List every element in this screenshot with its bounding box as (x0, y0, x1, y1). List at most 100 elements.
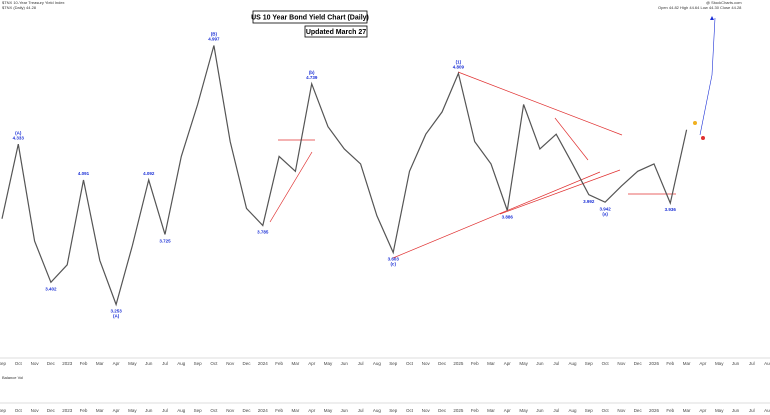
x-tick-label: Jun (341, 408, 349, 413)
x-tick-label: Nov (226, 408, 235, 413)
x-tick-label: 2023 (62, 408, 73, 413)
x-tick-label: Dec (634, 408, 643, 413)
x-tick-label: May (324, 361, 333, 366)
wave-label: (1) (456, 60, 462, 65)
chart-title: US 10 Year Bond Yield Chart (Daily) (251, 14, 369, 21)
x-tick-label: Aug (764, 408, 770, 413)
x-tick-label: Oct (406, 361, 414, 366)
value-label: 3.603 (388, 257, 400, 262)
x-tick-label: Mar (292, 408, 300, 413)
x-tick-label: Jul (749, 361, 755, 366)
x-tick-label: Dec (438, 361, 447, 366)
value-label: 3.785 (257, 230, 269, 235)
x-tick-label: Apr (113, 408, 121, 413)
x-tick-label: Aug (373, 361, 382, 366)
target-marker (701, 136, 705, 140)
x-tick-label: Jun (536, 408, 544, 413)
x-tick-label: May (128, 361, 137, 366)
wave-label: (A) (113, 314, 120, 319)
x-tick-label: Oct (15, 361, 23, 366)
x-tick-label: Sep (194, 408, 203, 413)
x-tick-label: Jun (536, 361, 544, 366)
x-tick-label: Apr (308, 408, 316, 413)
value-label: 4.739 (306, 75, 318, 80)
x-tick-label: Aug (568, 408, 577, 413)
x-tick-label: Feb (275, 408, 283, 413)
x-tick-label: Nov (422, 361, 431, 366)
x-tick-label: Jun (145, 408, 153, 413)
x-tick-label: May (128, 408, 137, 413)
x-tick-label: Apr (504, 361, 512, 366)
value-label: 4.091 (78, 171, 90, 176)
x-tick-label: 2025 (453, 408, 464, 413)
x-tick-label: Nov (31, 361, 40, 366)
x-tick-label: Jul (749, 408, 755, 413)
x-tick-label: Nov (617, 408, 626, 413)
x-tick-label: Sep (585, 408, 594, 413)
watermark: @ StockCharts.com (706, 0, 742, 5)
title-box (252, 10, 368, 24)
wave-label: (B) (211, 32, 218, 37)
subtitle-box (304, 25, 368, 38)
x-tick-label: Mar (487, 408, 495, 413)
x-tick-label: Feb (471, 361, 479, 366)
x-tick-label: 2024 (258, 408, 269, 413)
header: Open 44.82 High 44.64 Low 44.30 Close 44… (658, 5, 742, 10)
x-tick-label: Feb (80, 408, 88, 413)
x-tick-label: Jul (358, 408, 364, 413)
x-tick-label: Feb (666, 361, 674, 366)
header: $TNX 10-Year Treasury Yield Index (2, 0, 65, 5)
x-tick-label: Feb (471, 408, 479, 413)
x-tick-label: Mar (683, 361, 691, 366)
chart-subtitle: Updated March 27 (306, 29, 366, 36)
x-tick-label: Oct (602, 408, 610, 413)
x-tick-label: Sep (194, 361, 203, 366)
x-tick-label: Dec (438, 408, 447, 413)
x-tick-label: Apr (113, 361, 121, 366)
x-tick-label: Oct (406, 408, 414, 413)
x-tick-label: May (715, 361, 724, 366)
x-tick-label: Feb (80, 361, 88, 366)
x-tick-label: Nov (226, 361, 235, 366)
x-tick-label: Jun (732, 361, 740, 366)
x-tick-label: Jul (553, 408, 559, 413)
x-tick-label: Mar (96, 408, 104, 413)
x-tick-label: May (519, 361, 528, 366)
x-tick-label: Sep (585, 361, 594, 366)
x-tick-label: Apr (504, 408, 512, 413)
x-tick-label: Oct (210, 361, 218, 366)
x-tick-label: Jul (162, 408, 168, 413)
x-tick-label: May (519, 408, 528, 413)
wave-label: (b) (309, 70, 315, 75)
x-tick-label: Mar (96, 361, 104, 366)
value-label: 4.333 (13, 135, 25, 140)
x-tick-label: Nov (617, 361, 626, 366)
x-tick-label: Dec (242, 361, 251, 366)
x-tick-label: Apr (699, 408, 707, 413)
x-tick-label: Aug (177, 361, 186, 366)
x-tick-label: Jun (341, 361, 349, 366)
x-tick-label: May (715, 408, 724, 413)
x-tick-label: Dec (47, 361, 56, 366)
x-tick-label: 2025 (453, 361, 464, 366)
x-tick-label: Sep (389, 361, 398, 366)
projection (699, 17, 716, 136)
x-tick-label: Aug (764, 361, 770, 366)
x-tick-label: Oct (602, 361, 610, 366)
value-label: 4.092 (143, 171, 155, 176)
x-tick-label: Sep (389, 408, 398, 413)
panel-label: Balance Vol (2, 375, 23, 380)
wave-label: (a) (602, 211, 608, 216)
x-tick-label: Jun (732, 408, 740, 413)
x-tick-label: Jul (553, 361, 559, 366)
value-label: 3.725 (159, 239, 171, 244)
x-tick-label: Jun (145, 361, 153, 366)
target-marker (693, 121, 697, 125)
x-tick-label: Dec (47, 408, 56, 413)
trend-lines (269, 71, 676, 259)
price-line (1, 45, 688, 307)
x-tick-label: Nov (31, 408, 40, 413)
value-label: 4.997 (208, 37, 220, 42)
x-tick-label: 2026 (649, 408, 660, 413)
